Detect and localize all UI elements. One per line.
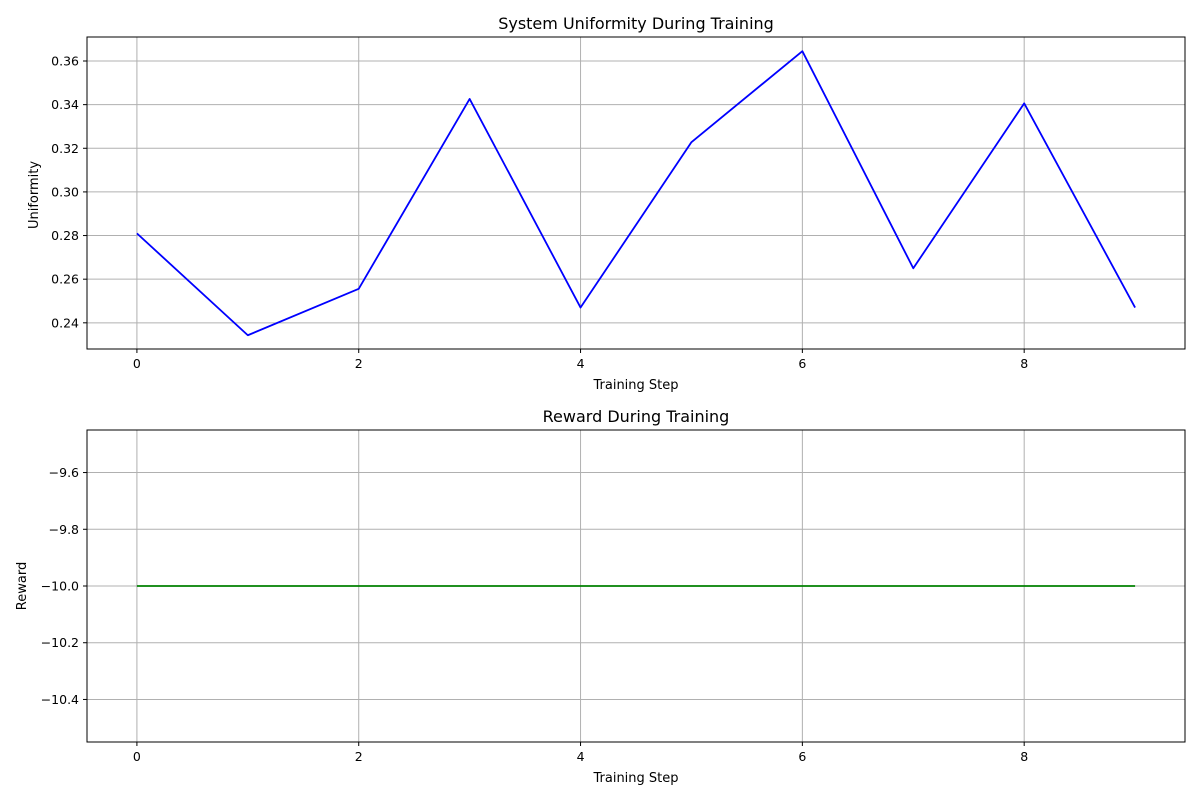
x-tick-label: 0: [133, 356, 141, 371]
series-group: [136, 50, 1136, 337]
y-tick-label: −10.4: [41, 692, 79, 707]
x-tick-label: 4: [577, 356, 585, 371]
x-ticks: 0 2 4 6 8: [133, 742, 1028, 764]
y-axis-label: Reward: [15, 562, 30, 610]
y-tick-label: 0.32: [51, 141, 79, 156]
x-axis-label: Training Step: [592, 378, 678, 393]
x-tick-label: 6: [798, 356, 806, 371]
y-tick-label: 0.28: [51, 228, 79, 243]
chart-title: Reward During Training: [543, 407, 730, 426]
y-tick-label: 0.24: [51, 315, 79, 330]
x-tick-label: 8: [1020, 356, 1028, 371]
x-axis-label: Training Step: [592, 771, 678, 786]
grid: [87, 430, 1185, 742]
plot-frame: [86, 36, 1186, 350]
y-ticks: −10.4 −10.2 −10.0 −9.8 −9.6: [41, 465, 87, 707]
x-tick-label: 8: [1020, 749, 1028, 764]
x-tick-label: 2: [355, 356, 363, 371]
y-ticks: 0.24 0.26 0.28 0.30 0.32 0.34 0.36: [51, 54, 87, 330]
y-tick-label: −9.8: [49, 522, 79, 537]
x-tick-label: 2: [355, 749, 363, 764]
x-tick-label: 0: [133, 749, 141, 764]
grid: [87, 37, 1185, 349]
y-tick-label: −10.0: [41, 579, 79, 594]
y-tick-label: −9.6: [49, 465, 79, 480]
x-ticks: 0 2 4 6 8: [133, 349, 1028, 371]
y-tick-label: −10.2: [41, 635, 79, 650]
x-tick-label: 4: [577, 749, 585, 764]
y-tick-label: 0.36: [51, 54, 79, 69]
y-tick-label: 0.34: [51, 97, 79, 112]
y-tick-label: 0.26: [51, 272, 79, 287]
y-axis-label: Uniformity: [27, 161, 42, 229]
y-tick-label: 0.30: [51, 184, 79, 199]
chart-title: System Uniformity During Training: [498, 14, 774, 33]
x-tick-label: 6: [798, 749, 806, 764]
series-line: [136, 50, 1136, 337]
